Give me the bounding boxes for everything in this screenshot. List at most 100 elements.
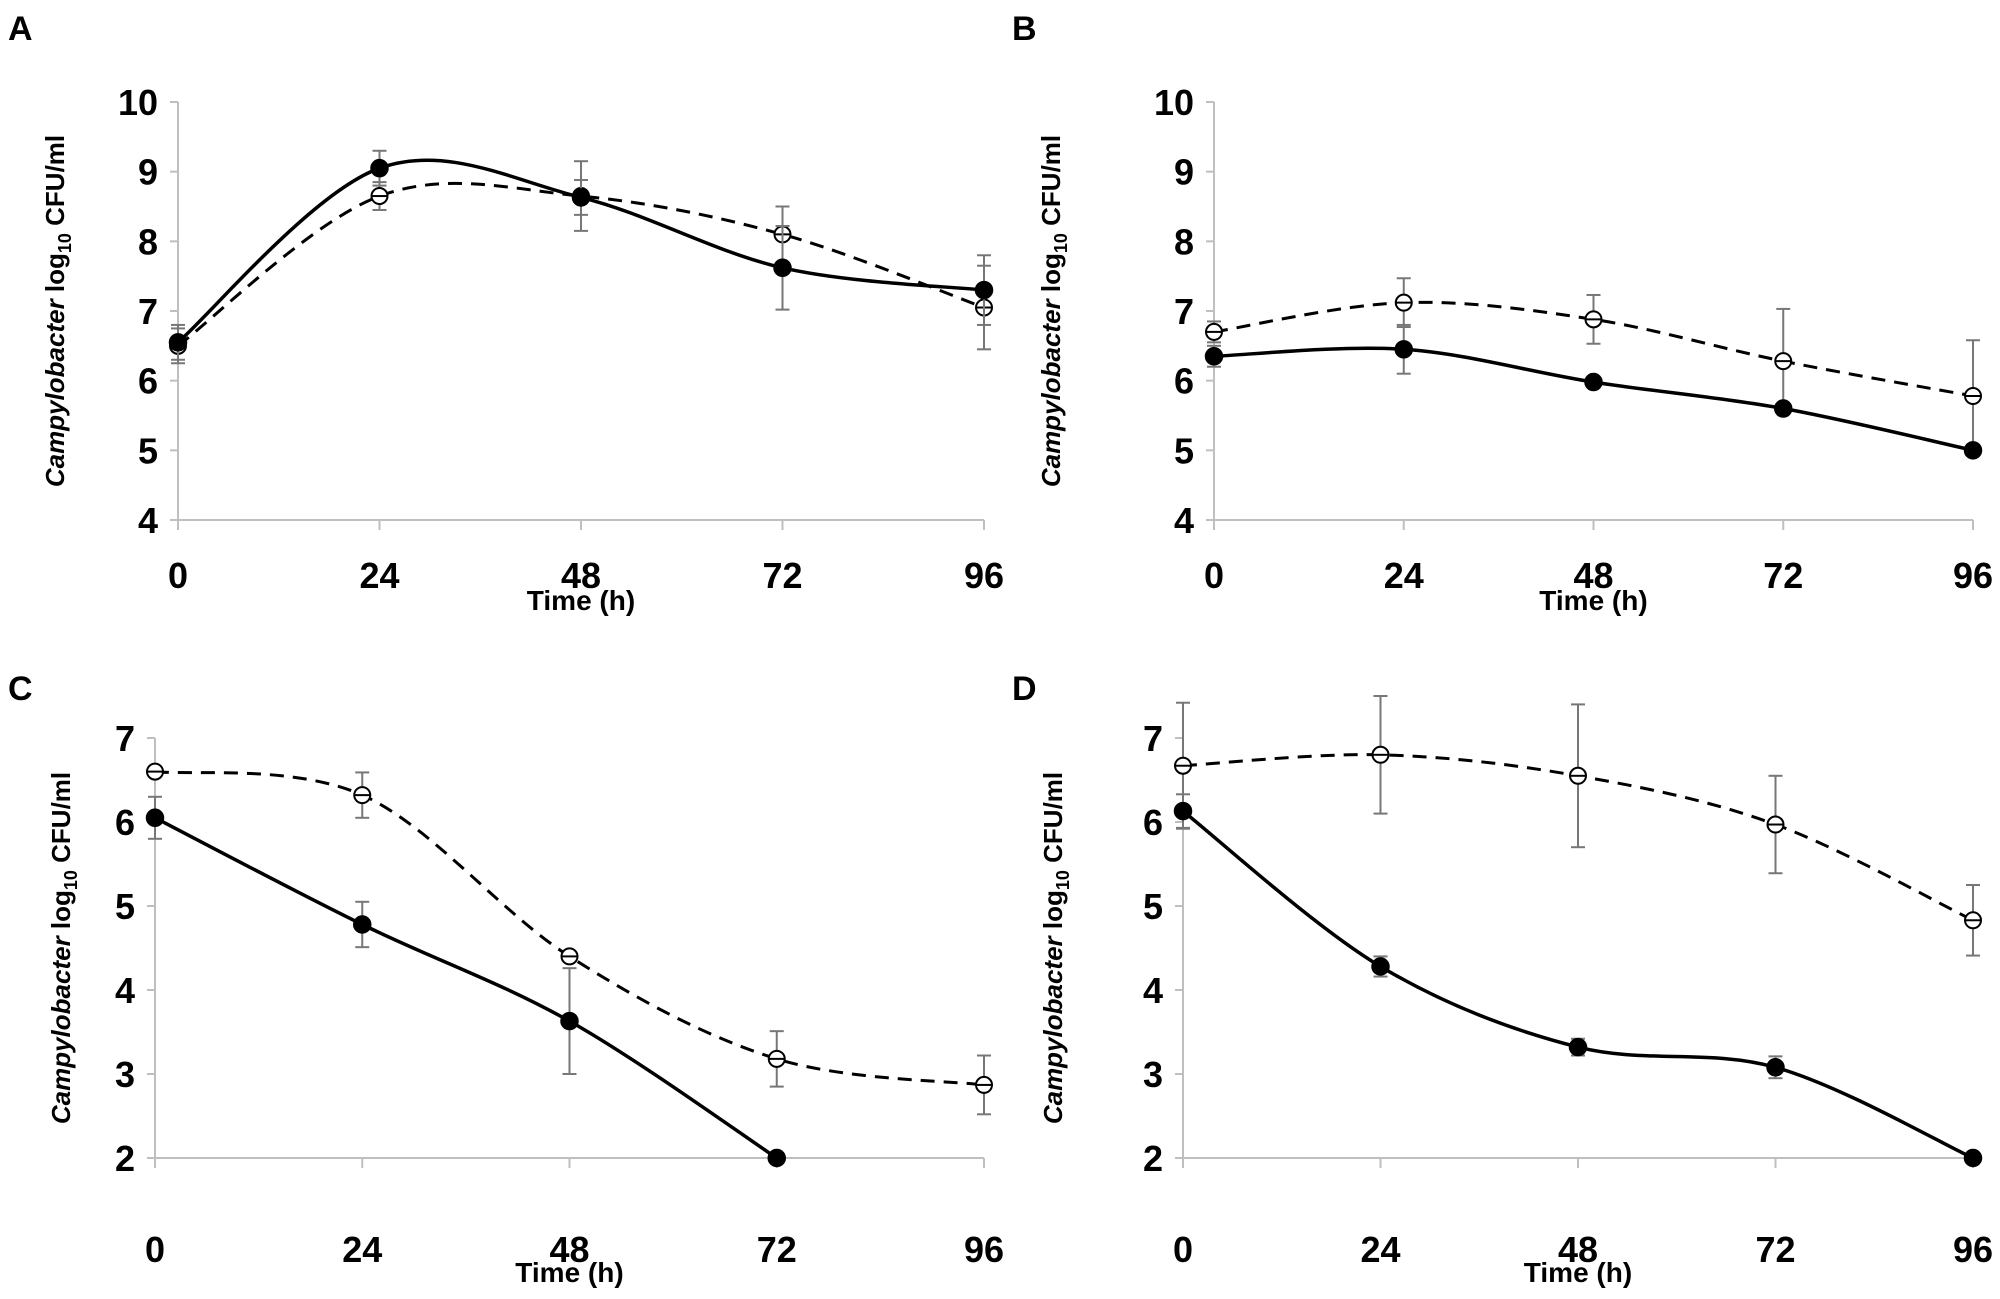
x-tick-label: 0: [1204, 555, 1224, 596]
y-tick-label: 7: [1174, 291, 1194, 332]
x-tick-label: 48: [1558, 1229, 1598, 1270]
series-line-open: [177, 181, 985, 348]
data-point-filled: [560, 1011, 579, 1031]
y-tick-label: 8: [1174, 221, 1194, 262]
x-tick-label: 72: [757, 1229, 797, 1270]
x-tick-label: 72: [1755, 1229, 1795, 1270]
y-axis-label-organism: Campylobacter: [40, 297, 70, 487]
y-axis-label: Campylobacter log10 CFU/ml: [40, 135, 75, 487]
x-tick-label: 96: [964, 555, 1004, 596]
y-axis-label-log: log: [1036, 253, 1066, 299]
y-tick-label: 5: [138, 430, 158, 471]
data-point-filled: [1568, 1037, 1588, 1057]
panel-letter-D: D: [1012, 670, 1037, 708]
data-point-filled: [1963, 1148, 1983, 1168]
x-tick-label: 24: [1360, 1229, 1400, 1270]
y-axis-label-subscript: 10: [1051, 233, 1071, 253]
y-tick-label: 10: [118, 82, 158, 123]
x-tick-label: 72: [762, 555, 802, 596]
y-axis-label: Campylobacter log10 CFU/ml: [46, 772, 81, 1124]
y-tick-label: 6: [1143, 802, 1163, 843]
y-tick-label: 4: [115, 970, 135, 1011]
y-tick-label: 9: [1174, 152, 1194, 193]
y-axis-label-log: log: [46, 890, 76, 936]
series-line-filled: [154, 816, 778, 1160]
y-axis-label-subscript: 10: [61, 870, 81, 890]
x-axis-label: Time (h): [1539, 585, 1647, 616]
x-tick-label: 0: [145, 1229, 165, 1270]
panel-letter-B: B: [1012, 10, 1037, 48]
x-axis-label: Time (h): [515, 1257, 623, 1288]
data-point-filled: [1173, 801, 1193, 821]
data-point-filled: [1584, 372, 1603, 392]
y-tick-label: 3: [115, 1054, 135, 1095]
y-tick-label: 4: [1143, 970, 1163, 1011]
panel-C: C 2 3 4 5 6 7 0 24 48 72 96 Time (h) Campylobacter lo…: [8, 670, 1004, 1288]
y-tick-label: 4: [1174, 500, 1194, 541]
y-tick-label: 2: [1143, 1138, 1163, 1179]
x-tick-label: 24: [359, 555, 399, 596]
data-point-filled: [1963, 441, 1983, 460]
y-axis-label-unit: CFU/ml: [40, 135, 70, 233]
x-tick-label: 0: [1173, 1229, 1193, 1270]
x-tick-label: 48: [1573, 555, 1613, 596]
data-point-filled: [773, 258, 792, 278]
panel-A: A 4 5 6 7 8 9 10 0 24 48 72 96 Time (h) Campylobacter …: [8, 10, 1004, 616]
y-axis-label-unit: CFU/ml: [1038, 772, 1068, 870]
y-axis-label-organism: Campylobacter: [46, 934, 76, 1124]
y-tick-label: 4: [138, 500, 158, 541]
y-axis-label-unit: CFU/ml: [1036, 135, 1066, 233]
data-point-filled: [168, 333, 188, 352]
x-tick-label: 48: [549, 1229, 589, 1270]
y-tick-label: 10: [1154, 82, 1194, 123]
data-point-filled: [767, 1148, 786, 1168]
data-point-filled: [1774, 399, 1793, 418]
data-point-filled: [145, 808, 165, 828]
data-point-filled: [353, 915, 372, 934]
x-axis-label: Time (h): [527, 585, 635, 616]
y-tick-label: 9: [138, 152, 158, 193]
y-tick-label: 5: [115, 886, 135, 927]
y-axis-label-log: log: [40, 253, 70, 299]
y-axis-label: Campylobacter log10 CFU/ml: [1036, 135, 1071, 487]
x-tick-label: 72: [1763, 555, 1803, 596]
y-axis-label-log: log: [1038, 890, 1068, 936]
series-line-open: [1213, 300, 1974, 398]
y-tick-label: 7: [115, 718, 135, 759]
y-axis-label: Campylobacter log10 CFU/ml: [1038, 772, 1073, 1124]
data-point-filled: [1371, 957, 1390, 976]
series-line-filled: [1213, 346, 1974, 453]
y-tick-label: 7: [1143, 718, 1163, 759]
y-tick-label: 8: [138, 221, 158, 262]
y-axis-label-subscript: 10: [55, 233, 75, 253]
data-point-filled: [370, 158, 389, 178]
y-tick-label: 6: [1174, 361, 1194, 402]
y-axis-label-subscript: 10: [1053, 870, 1073, 890]
y-axis-label-organism: Campylobacter: [1036, 297, 1066, 487]
y-tick-label: 5: [1143, 886, 1163, 927]
panel-letter-C: C: [8, 670, 33, 708]
y-tick-label: 6: [115, 802, 135, 843]
panel-letter-A: A: [8, 10, 33, 48]
x-tick-label: 96: [1953, 1229, 1993, 1270]
x-tick-label: 0: [168, 555, 188, 596]
x-axis-label: Time (h): [1524, 1257, 1632, 1288]
series-line-filled: [1181, 809, 1974, 1160]
data-point-filled: [1204, 347, 1224, 366]
y-tick-label: 7: [138, 291, 158, 332]
x-tick-label: 48: [561, 555, 601, 596]
data-point-filled: [1766, 1058, 1785, 1077]
y-tick-label: 3: [1143, 1054, 1163, 1095]
y-axis-label-organism: Campylobacter: [1038, 934, 1068, 1124]
y-tick-label: 6: [138, 361, 158, 402]
panel-B: B 4 5 6 7 8 9 10 0 24 48 72 96 Time (h) Campylobacter …: [1012, 10, 1993, 616]
data-point-filled: [571, 188, 591, 207]
x-tick-label: 24: [1384, 555, 1424, 596]
y-tick-label: 2: [115, 1138, 135, 1179]
data-point-filled: [1394, 340, 1413, 359]
x-tick-label: 24: [342, 1229, 382, 1270]
y-tick-label: 5: [1174, 430, 1194, 471]
x-tick-label: 96: [1953, 555, 1993, 596]
panel-D: D 2 3 4 5 6 7 0 24 48 72 96 Time (h) Campylobacter lo…: [1012, 670, 1993, 1288]
